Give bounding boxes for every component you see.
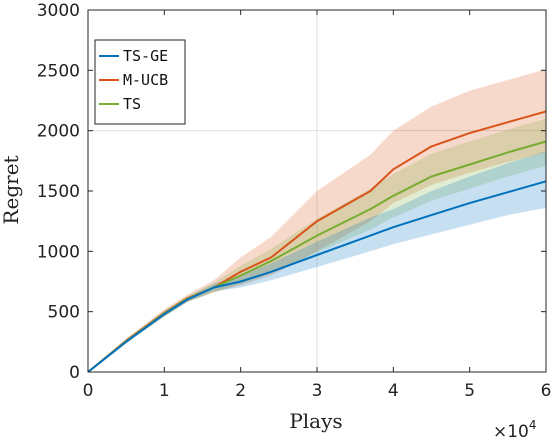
y-tick-label: 500	[48, 303, 80, 323]
x-multiplier-exponent: 4	[529, 418, 537, 432]
x-multiplier: ×104	[493, 418, 537, 440]
series-lines	[87, 110, 547, 373]
x-ticks: 0 1 2 3 4 5 6	[83, 10, 552, 401]
y-tick-label: 1500	[37, 182, 80, 202]
x-tick-label: 1	[159, 381, 170, 401]
legend: TS-GE M-UCB TS	[94, 39, 186, 125]
x-tick-label: 0	[83, 381, 94, 401]
legend-box	[94, 39, 186, 125]
x-tick-label: 4	[388, 381, 399, 401]
y-tick-label: 2500	[37, 61, 80, 81]
line-ts-ge	[87, 180, 547, 373]
legend-label-ts: TS	[123, 95, 141, 113]
band-ts	[88, 118, 546, 372]
band-ts-ge	[88, 151, 546, 372]
y-tick-label: 2000	[37, 122, 80, 142]
x-tick-label: 5	[464, 381, 475, 401]
y-tick-label: 0	[69, 363, 80, 383]
x-tick-label: 6	[541, 381, 552, 401]
y-tick-label: 3000	[37, 1, 80, 21]
y-axis-label: Regret	[0, 155, 23, 224]
grid-lines	[88, 10, 546, 372]
y-tick-label: 1000	[37, 242, 80, 262]
x-axis-label: Plays	[289, 409, 342, 433]
x-multiplier-base: ×10	[493, 422, 529, 440]
legend-label-ts-ge: TS-GE	[123, 47, 168, 65]
x-tick-label: 2	[235, 381, 246, 401]
y-ticks: 0 500 1000 1500 2000 2500 3000	[37, 1, 546, 383]
legend-label-m-ucb: M-UCB	[123, 71, 168, 89]
x-tick-label: 3	[312, 381, 323, 401]
